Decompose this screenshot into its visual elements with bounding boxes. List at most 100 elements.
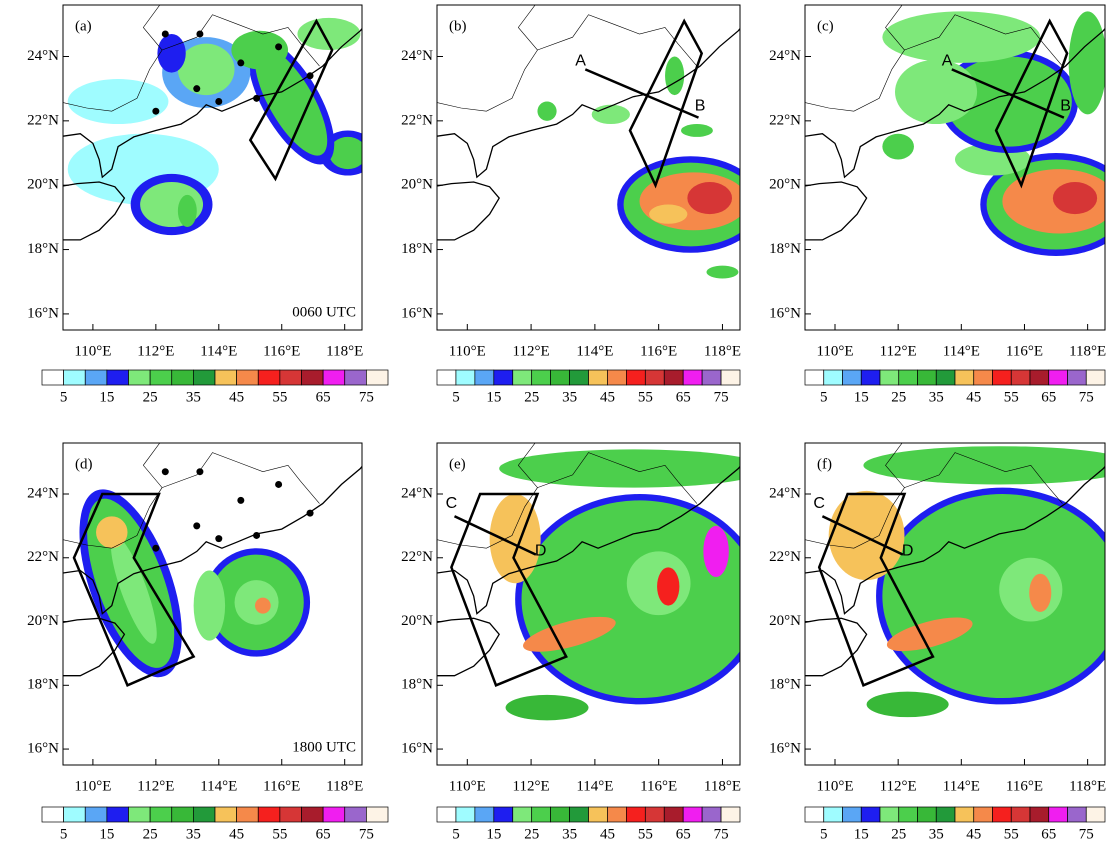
section-label: D xyxy=(535,543,547,560)
panel-label: (b) xyxy=(449,18,467,34)
colorbar-box xyxy=(860,806,881,823)
lat-tick-label: 20°N xyxy=(769,177,801,193)
colorbar-box xyxy=(171,369,194,386)
colorbar-label: 75 xyxy=(359,389,374,405)
colorbar-label: 15 xyxy=(854,826,869,842)
reflectivity-area xyxy=(255,47,328,156)
colorbar-label: 15 xyxy=(99,826,114,842)
colorbar-box xyxy=(550,369,570,386)
reflectivity-area xyxy=(828,490,905,581)
colorbar-box xyxy=(607,369,627,386)
colorbar-box xyxy=(493,806,514,823)
station xyxy=(237,496,245,504)
colorbar-box xyxy=(1085,806,1106,823)
colorbar-box xyxy=(344,369,367,386)
colorbar-box xyxy=(626,806,646,823)
lon-tick-label: 118°E xyxy=(1069,778,1106,794)
reflectivity-area xyxy=(1052,181,1098,215)
colorbar-box xyxy=(823,369,843,386)
colorbar-box xyxy=(455,369,476,386)
colorbar-box xyxy=(344,806,367,823)
section-label: A xyxy=(942,53,953,70)
colorbar-box xyxy=(1085,369,1106,386)
colorbar-box xyxy=(474,806,495,823)
map-content xyxy=(63,443,362,765)
hainan-coastline xyxy=(63,181,126,241)
colorbar-label: 5 xyxy=(60,389,68,405)
colorbar-box xyxy=(682,806,703,823)
reflectivity-area xyxy=(328,136,362,170)
coastline xyxy=(437,465,740,615)
lon-tick-label: 118°E xyxy=(326,778,363,794)
analysis-box xyxy=(450,492,568,687)
colorbar-label: 55 xyxy=(638,389,653,405)
lat-tick-label: 16°N xyxy=(401,305,433,321)
colorbar-box xyxy=(973,806,993,823)
colorbar-box xyxy=(1067,806,1087,823)
colorbar-box xyxy=(804,369,825,386)
lat-tick-label: 18°N xyxy=(401,241,433,257)
reflectivity-area xyxy=(895,59,978,125)
colorbar-label: 55 xyxy=(272,826,287,842)
colorbar-box xyxy=(701,806,722,823)
lon-tick-label: 116°E xyxy=(263,343,300,359)
colorbar-label: 5 xyxy=(820,389,828,405)
station xyxy=(237,59,245,67)
colorbar-label: 45 xyxy=(600,389,615,405)
province-border xyxy=(63,443,163,549)
colorbar-box xyxy=(106,806,129,823)
section-label: B xyxy=(695,98,706,115)
station xyxy=(161,30,169,38)
lon-tick-label: 110°E xyxy=(449,778,486,794)
colorbar-box xyxy=(366,806,389,823)
colorbar-box xyxy=(128,369,151,386)
station xyxy=(215,535,223,543)
reflectivity-area xyxy=(863,446,1105,485)
lon-tick-label: 110°E xyxy=(74,778,111,794)
lon-tick-label: 112°E xyxy=(513,778,550,794)
lat-tick-label: 24°N xyxy=(769,48,801,64)
colorbar-label: 65 xyxy=(316,389,331,405)
colorbar-box xyxy=(301,369,324,386)
province-border xyxy=(537,452,698,504)
colorbar-label: 75 xyxy=(1079,826,1094,842)
section-label: C xyxy=(446,495,458,512)
reflectivity-area xyxy=(231,30,289,70)
coastline xyxy=(805,465,1105,615)
colorbar-box xyxy=(701,369,722,386)
station xyxy=(161,468,169,476)
lon-tick-label: 112°E xyxy=(137,778,174,794)
station xyxy=(196,30,204,38)
province-border xyxy=(437,5,538,112)
colorbar-label: 35 xyxy=(929,826,944,842)
colorbar-box xyxy=(720,369,741,386)
lon-tick-label: 116°E xyxy=(640,343,677,359)
colorbar-box xyxy=(257,369,281,386)
colorbar-box xyxy=(455,806,476,823)
map-content xyxy=(437,443,740,765)
colorbar-box xyxy=(512,369,533,386)
reflectivity-area xyxy=(649,204,688,224)
colorbar-box xyxy=(682,369,703,386)
panel-label: (a) xyxy=(75,18,92,34)
cross-section-line xyxy=(453,515,537,556)
colorbar-box xyxy=(512,806,533,823)
hainan-coastline xyxy=(805,617,868,677)
lon-tick-label: 114°E xyxy=(200,778,237,794)
colorbar-box xyxy=(898,806,918,823)
lat-tick-label: 18°N xyxy=(401,677,433,693)
colorbar-box xyxy=(954,369,975,386)
reflectivity-area xyxy=(687,181,733,215)
hainan-coastline xyxy=(437,181,500,241)
colorbar-label: 5 xyxy=(452,826,460,842)
colorbar-box xyxy=(588,369,608,386)
colorbar-box xyxy=(436,369,457,386)
colorbar-box xyxy=(149,369,173,386)
lat-tick-label: 22°N xyxy=(27,549,59,565)
colorbar-box xyxy=(236,806,259,823)
colorbar-box xyxy=(954,806,975,823)
colorbar-box xyxy=(860,369,881,386)
map-frame xyxy=(436,442,741,766)
map-content xyxy=(437,5,740,330)
colorbar-label: 45 xyxy=(229,826,244,842)
